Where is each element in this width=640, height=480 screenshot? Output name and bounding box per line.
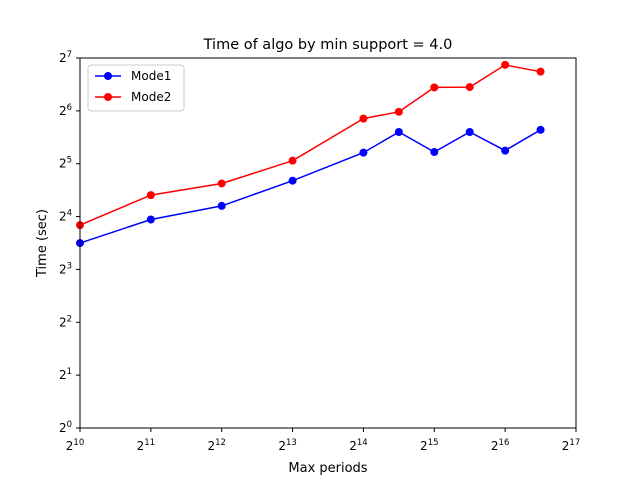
data-point-mode2 [501,60,510,69]
x-tick-label: 211 [137,438,155,453]
x-tick-label-exponent: 13 [286,438,297,448]
x-axis-label: Max periods [288,461,367,476]
y-tick-label-base: 2 [59,368,67,382]
legend-marker-mode2 [104,93,112,101]
data-point-mode2 [217,179,226,188]
y-tick-label-exponent: 6 [67,103,72,113]
data-point-mode1 [536,125,545,134]
legend-marker-mode1 [104,72,112,80]
y-tick-label-base: 2 [59,421,67,435]
x-tick-label-base: 2 [349,439,357,453]
data-point-mode1 [288,176,297,185]
y-tick-label-base: 2 [59,210,67,224]
x-tick-label-exponent: 15 [428,438,439,448]
y-tick-label-base: 2 [59,157,67,171]
x-tick-label-base: 2 [207,439,215,453]
data-point-mode1 [465,128,474,137]
x-tick-label: 214 [349,438,367,453]
x-tick-label-base: 2 [562,439,570,453]
y-tick-label-exponent: 5 [67,156,72,166]
x-tick-label-base: 2 [66,439,74,453]
data-point-mode1 [430,148,439,157]
y-tick-label: 20 [59,420,72,435]
legend-label-mode1: Mode1 [131,69,171,83]
data-point-mode2 [359,114,368,123]
y-tick-label: 25 [59,156,72,171]
x-axis-ticks: 210 211 212 213 214 215 216 217 [66,428,580,453]
y-tick-label-base: 2 [59,262,67,276]
chart-title: Time of algo by min support = 4.0 [203,37,453,53]
x-tick-label-exponent: 10 [73,438,84,448]
legend-label-mode2: Mode2 [131,90,171,104]
legend: Mode1 Mode2 [87,64,185,112]
x-tick-label: 210 [66,438,84,453]
data-point-mode2 [536,67,545,76]
x-tick-label-base: 2 [137,439,145,453]
data-point-mode2 [465,83,474,92]
x-tick-label-exponent: 16 [499,438,510,448]
y-tick-label: 24 [59,209,72,224]
x-tick-label: 216 [491,438,509,453]
y-tick-label-base: 2 [59,104,67,118]
x-tick-label: 215 [420,438,438,453]
x-tick-label-base: 2 [420,439,428,453]
axes-frame [79,57,577,429]
x-tick-label-exponent: 17 [569,438,580,448]
series-line-mode2 [79,64,541,226]
data-point-mode1 [501,146,510,155]
x-tick-label-base: 2 [491,439,499,453]
data-point-mode1 [217,201,226,210]
y-tick-label-exponent: 2 [67,314,72,324]
y-tick-label-base: 2 [59,315,67,329]
series-line-mode1 [79,129,541,244]
x-tick-label-base: 2 [278,439,286,453]
x-tick-label-exponent: 11 [144,438,155,448]
y-tick-label: 22 [59,314,72,329]
y-tick-label-exponent: 3 [67,261,72,271]
y-tick-label: 23 [59,261,72,276]
y-tick-label: 27 [59,50,72,65]
data-point-mode2 [394,107,403,116]
x-tick-label: 213 [278,438,296,453]
plot-area [76,60,545,248]
y-tick-label: 21 [59,367,72,382]
data-point-mode2 [146,191,155,200]
data-point-mode1 [394,128,403,137]
y-tick-label-exponent: 7 [67,50,72,60]
x-tick-label: 217 [562,438,580,453]
data-point-mode2 [288,156,297,165]
y-tick-label-exponent: 0 [67,420,72,430]
data-point-mode1 [146,215,155,224]
x-tick-label: 212 [207,438,225,453]
data-point-mode2 [430,83,439,92]
x-tick-label-exponent: 12 [215,438,226,448]
y-tick-label-exponent: 4 [67,209,72,219]
y-axis-label: Time (sec) [35,209,50,278]
y-tick-label-exponent: 1 [67,367,72,377]
y-tick-label: 26 [59,103,72,118]
data-point-mode1 [359,148,368,157]
y-tick-label-base: 2 [59,51,67,65]
x-tick-label-exponent: 14 [357,438,368,448]
